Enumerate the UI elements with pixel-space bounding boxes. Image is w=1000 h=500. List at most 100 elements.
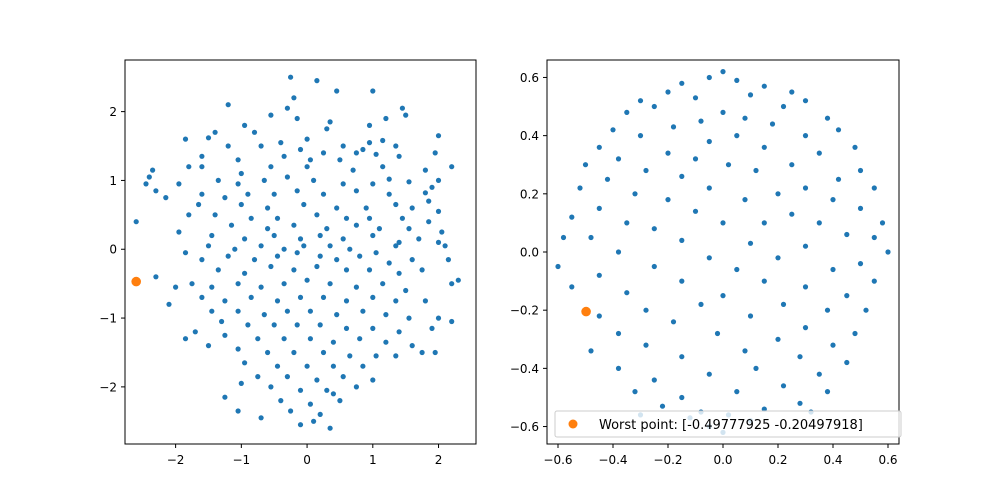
left-scatter-point-100	[353, 222, 359, 228]
right-scatter-point-9	[692, 95, 699, 101]
right-scatter-point-115	[824, 389, 831, 395]
right-worst-point	[581, 306, 591, 317]
left-scatter-point-118	[301, 243, 307, 249]
right-scatter-point-98	[714, 330, 721, 337]
left-scatter-point-147	[455, 277, 461, 283]
right-scatter-point-16	[698, 118, 704, 124]
right-scatter-point-114	[734, 389, 740, 395]
right-scatter-point-45	[706, 185, 712, 191]
left-scatter-point-153	[281, 281, 287, 287]
right-scatter-point-118	[659, 403, 666, 409]
left-scatter-point-137	[153, 274, 159, 280]
left-scatter-point-0	[288, 74, 294, 80]
left-scatter-point-143	[343, 267, 350, 273]
left-scatter-point-13	[383, 115, 389, 122]
right-scatter-point-83	[802, 284, 809, 290]
left-scatter-point-235	[297, 422, 304, 428]
left-scatter-point-177	[360, 308, 366, 314]
left-scatter-point-159	[449, 281, 455, 287]
right-x-tick-label: −0.6	[543, 453, 572, 467]
left-worst-point-marker	[131, 276, 141, 287]
right-worst-point-marker	[581, 306, 591, 317]
left-scatter-point-88	[248, 215, 254, 221]
left-scatter-point-9	[268, 112, 274, 118]
left-scatter-point-160	[199, 294, 205, 300]
left-scatter-point-33	[373, 151, 379, 157]
right-scatter-point-67	[747, 240, 754, 246]
left-scatter-point-196	[330, 339, 336, 345]
left-scatter-point-121	[373, 250, 379, 256]
right-scatter-point-58	[761, 220, 767, 226]
left-scatter-point-101	[376, 226, 382, 232]
left-scatter-point-32	[360, 146, 366, 153]
right-scatter-point-26	[596, 144, 602, 150]
left-scatter-point-210	[274, 363, 281, 369]
right-scatter-point-31	[789, 162, 795, 168]
left-scatter-point-109	[317, 232, 323, 239]
left-scatter-point-161	[222, 298, 228, 304]
left-scatter-point-119	[327, 243, 333, 249]
left-scatter-point-203	[265, 349, 271, 356]
left-scatter-point-40	[432, 150, 438, 156]
right-scatter-point-1	[706, 74, 712, 81]
left-scatter-point-76	[163, 195, 169, 201]
right-scatter-point-32	[615, 156, 622, 162]
left-x-tick-label: 2	[435, 453, 443, 467]
left-scatter-point-170	[166, 301, 172, 307]
right-scatter-points	[555, 69, 891, 435]
right-scatter-point-86	[720, 293, 726, 299]
left-scatter-point-49	[422, 167, 428, 173]
right-scatter-point-65	[560, 234, 567, 241]
left-scatter-point-27	[225, 143, 231, 149]
left-scatter-point-194	[281, 336, 287, 342]
left-scatter-point-228	[307, 401, 313, 407]
left-scatter-point-6	[284, 105, 290, 111]
left-scatter-point-60	[370, 181, 376, 187]
right-scatter-point-90	[824, 307, 831, 313]
left-scatter-point-218	[314, 377, 320, 383]
right-scatter-point-93	[747, 313, 754, 319]
left-scatter-point-75	[426, 198, 432, 204]
left-scatter-point-149	[189, 281, 195, 287]
left-scatter-point-30	[320, 150, 327, 156]
left-x-tick-label: −1	[232, 453, 250, 467]
left-scatter-point-25	[393, 143, 399, 149]
left-scatter-point-56	[261, 177, 267, 183]
right-scatter-point-64	[871, 234, 877, 241]
right-scatter-point-69	[615, 249, 622, 255]
left-scatter-point-205	[320, 349, 327, 356]
right-scatter-point-110	[816, 371, 822, 377]
left-scatter-point-227	[278, 398, 284, 404]
left-x-axis-ticks: −2 −1 0 1 2	[167, 444, 443, 467]
right-scatter-point-20	[670, 124, 677, 130]
left-scatter-point-220	[370, 377, 376, 383]
right-scatter-point-56	[789, 211, 795, 217]
right-scatter-point-29	[665, 150, 671, 156]
left-scatter-point-192	[222, 332, 228, 338]
left-scatter-point-162	[248, 294, 254, 300]
left-scatter-point-8	[403, 112, 409, 118]
right-scatter-point-75	[651, 263, 657, 270]
right-scatter-point-59	[816, 220, 822, 226]
right-scatter-point-53	[879, 220, 886, 226]
left-scatter-point-237	[330, 391, 336, 397]
right-x-tick-label: 0.2	[768, 453, 787, 467]
left-scatter-point-120	[347, 246, 353, 252]
right-scatter-point-40	[604, 176, 611, 182]
left-scatter-point-219	[340, 374, 346, 380]
left-scatter-point-80	[301, 201, 307, 208]
left-scatter-point-124	[442, 243, 448, 249]
right-scatter-point-3	[679, 80, 685, 86]
right-y-tick-label: 0.4	[520, 129, 539, 143]
left-scatter-point-52	[143, 181, 149, 187]
left-scatter-point-107	[271, 232, 277, 239]
left-scatter-point-157	[380, 281, 386, 287]
left-scatter-point-42	[186, 164, 192, 170]
left-scatter-points	[133, 74, 461, 431]
left-scatter-point-204	[291, 349, 297, 356]
left-scatter-point-172	[235, 308, 241, 314]
right-x-tick-label: −0.4	[598, 453, 627, 467]
right-scatter-point-78	[596, 272, 602, 278]
right-scatter-point-84	[624, 290, 630, 296]
left-scatter-point-103	[439, 229, 445, 235]
